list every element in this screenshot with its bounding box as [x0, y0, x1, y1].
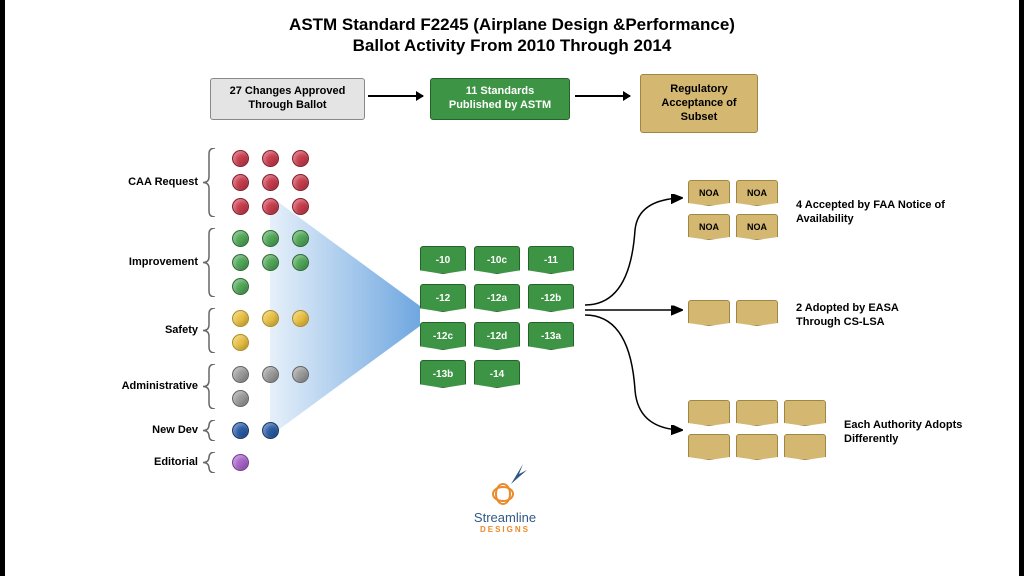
dot-red: [292, 174, 309, 191]
flow-box-published-text: 11 Standards Published by ASTM: [449, 85, 551, 111]
dot-green: [232, 230, 249, 247]
standard-box: -14: [474, 360, 520, 388]
brace: [203, 308, 215, 353]
dot-yellow: [232, 310, 249, 327]
dot-red: [292, 150, 309, 167]
standard-box: -10: [420, 246, 466, 274]
outcome-box: [688, 400, 730, 426]
category-label: Safety: [108, 324, 198, 336]
noa-box: NOA: [688, 180, 730, 206]
standard-box: -10c: [474, 246, 520, 274]
outcome-box: [736, 434, 778, 460]
dot-purple: [232, 454, 249, 471]
noa-box: NOA: [688, 214, 730, 240]
dot-green: [262, 230, 279, 247]
dot-green: [232, 278, 249, 295]
logo-brand: Streamline: [440, 510, 570, 525]
dot-red: [232, 198, 249, 215]
outcome-label: 4 Accepted by FAA Notice of Availability: [796, 198, 946, 227]
outcome-box: [736, 300, 778, 326]
brace: [203, 364, 215, 409]
category-label: Editorial: [108, 456, 198, 468]
category-label: CAA Request: [108, 176, 198, 188]
branch-arrows: [580, 180, 700, 480]
outcome-box: [784, 434, 826, 460]
flow-box-published: 11 Standards Published by ASTM: [430, 78, 570, 120]
page-title: ASTM Standard F2245 (Airplane Design &Pe…: [0, 0, 1024, 57]
right-bar: [1019, 0, 1024, 576]
dot-gray: [292, 366, 309, 383]
standard-box: -12c: [420, 322, 466, 350]
logo: Streamline DESIGNS: [440, 460, 570, 534]
standard-box: -12b: [528, 284, 574, 312]
flow-box-regulatory: Regulatory Acceptance of Subset: [640, 74, 758, 133]
category-label: Improvement: [108, 256, 198, 268]
outcome-label: 2 Adopted by EASA Through CS-LSA: [796, 301, 946, 330]
noa-box: NOA: [736, 180, 778, 206]
flow-box-changes: 27 Changes Approved Through Ballot: [210, 78, 365, 120]
flow-box-regulatory-text: Regulatory Acceptance of Subset: [661, 83, 736, 123]
standard-box: -11: [528, 246, 574, 274]
dot-yellow: [262, 310, 279, 327]
brace: [203, 228, 215, 297]
dot-gray: [232, 366, 249, 383]
dot-red: [292, 198, 309, 215]
standard-box: -12d: [474, 322, 520, 350]
dot-yellow: [292, 310, 309, 327]
logo-icon: [483, 460, 527, 510]
dot-blue: [232, 422, 249, 439]
outcome-box: [688, 434, 730, 460]
brace: [203, 452, 215, 473]
dot-red: [262, 174, 279, 191]
dot-red: [262, 198, 279, 215]
dot-gray: [262, 366, 279, 383]
standard-box: -13b: [420, 360, 466, 388]
dot-blue: [262, 422, 279, 439]
noa-box: NOA: [736, 214, 778, 240]
dot-gray: [232, 390, 249, 407]
dot-red: [262, 150, 279, 167]
logo-sub: DESIGNS: [440, 525, 570, 534]
dot-green: [292, 254, 309, 271]
category-label: Administrative: [108, 380, 198, 392]
outcome-box: [688, 300, 730, 326]
category-label: New Dev: [108, 424, 198, 436]
dot-red: [232, 150, 249, 167]
brace: [203, 420, 215, 441]
title-line2: Ballot Activity From 2010 Through 2014: [0, 35, 1024, 56]
standard-box: -12: [420, 284, 466, 312]
title-line1: ASTM Standard F2245 (Airplane Design &Pe…: [0, 14, 1024, 35]
standard-box: -12a: [474, 284, 520, 312]
dot-green: [262, 254, 279, 271]
arrow-2: [575, 95, 630, 97]
outcome-label: Each Authority Adopts Differently: [844, 418, 994, 447]
standard-box: -13a: [528, 322, 574, 350]
brace: [203, 148, 215, 217]
outcome-box: [784, 400, 826, 426]
dot-green: [232, 254, 249, 271]
dot-yellow: [232, 334, 249, 351]
dot-green: [292, 230, 309, 247]
dot-red: [232, 174, 249, 191]
outcome-box: [736, 400, 778, 426]
left-bar: [0, 0, 5, 576]
flow-box-changes-text: 27 Changes Approved Through Ballot: [230, 85, 346, 111]
arrow-1: [368, 95, 423, 97]
